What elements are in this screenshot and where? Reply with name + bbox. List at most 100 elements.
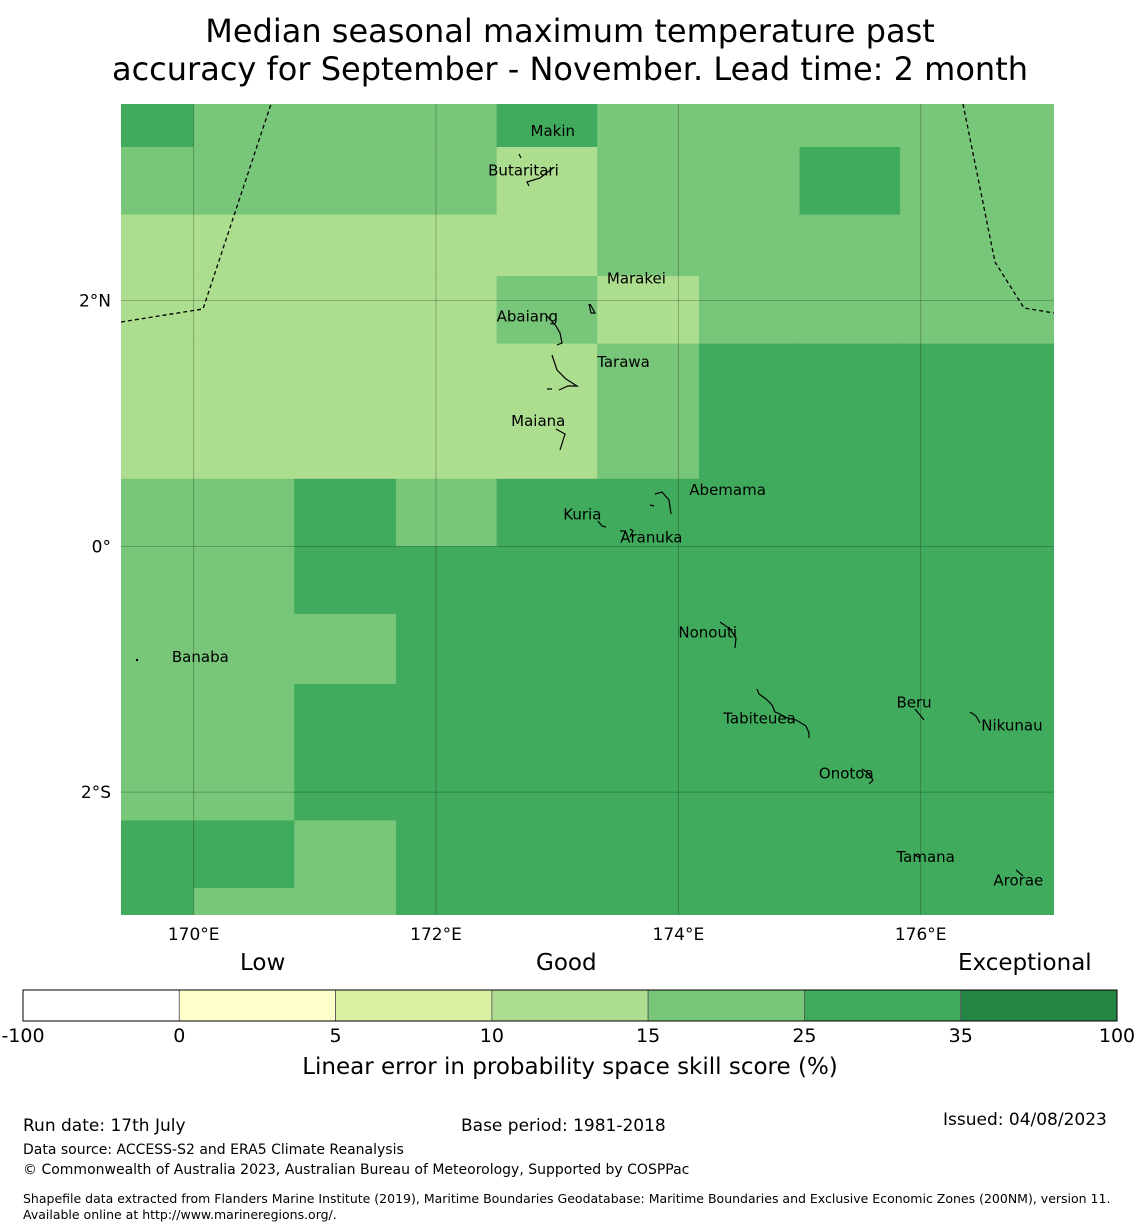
skill-cell bbox=[597, 613, 700, 685]
colorbar-tick-label: 5 bbox=[329, 1025, 342, 1047]
colorbar-tick-label: 35 bbox=[948, 1025, 973, 1047]
issued-date: Issued: 04/08/2023 bbox=[943, 1110, 1107, 1130]
skill-cell bbox=[920, 887, 1054, 915]
skill-cell bbox=[698, 820, 801, 889]
skill-cell bbox=[294, 214, 397, 277]
skill-cell bbox=[294, 104, 397, 148]
skill-cell bbox=[193, 147, 295, 216]
island-outline bbox=[546, 315, 563, 346]
island-outline bbox=[719, 621, 737, 649]
island-outline bbox=[756, 688, 810, 738]
skill-score-map: Makin Butaritari Marakei Abaiang Tarawa Maian… bbox=[79, 104, 1054, 945]
skill-cell bbox=[597, 820, 700, 889]
island-outline bbox=[914, 854, 921, 859]
colorbar-tick-label: 100 bbox=[1098, 1025, 1136, 1047]
skill-cell bbox=[193, 613, 295, 685]
skill-cell bbox=[396, 104, 498, 148]
skill-cell bbox=[900, 276, 922, 345]
skill-cell bbox=[698, 613, 801, 685]
place-label: Onotoa bbox=[819, 765, 874, 783]
skill-cell bbox=[900, 147, 922, 216]
skill-cell bbox=[799, 214, 901, 277]
map-title-line-2: accuracy for September - November. Lead … bbox=[111, 50, 1029, 88]
place-label: Kuria bbox=[563, 505, 601, 523]
place-label: Maiana bbox=[511, 412, 565, 430]
skill-cell bbox=[193, 104, 295, 148]
colorbar bbox=[22, 989, 1118, 1022]
skill-cell bbox=[193, 887, 295, 915]
skill-cell bbox=[121, 214, 195, 277]
skill-cell bbox=[496, 887, 598, 915]
skill-cell bbox=[121, 276, 195, 345]
skill-cell bbox=[698, 214, 801, 277]
colorbar-frame bbox=[22, 989, 1118, 1022]
place-label: Butaritari bbox=[488, 161, 559, 179]
place-label: Marakei bbox=[607, 269, 666, 287]
skill-cell bbox=[193, 343, 295, 480]
colorbar-bin bbox=[335, 989, 493, 1022]
skill-cell bbox=[396, 478, 498, 547]
island-outline bbox=[135, 658, 139, 662]
skill-cell bbox=[496, 683, 598, 821]
skill-cell bbox=[597, 147, 700, 216]
skill-cell bbox=[121, 613, 195, 685]
skill-cell bbox=[900, 343, 922, 480]
skill-cell bbox=[496, 820, 598, 889]
colorbar-bin bbox=[804, 989, 962, 1022]
skill-cell bbox=[396, 683, 498, 821]
skill-cell bbox=[597, 214, 700, 277]
latitude-tick-label: 2°N bbox=[79, 292, 111, 312]
island-outline bbox=[551, 354, 580, 391]
skill-cell bbox=[900, 478, 922, 547]
eez-boundary-east bbox=[962, 104, 1054, 314]
skill-cell bbox=[799, 546, 901, 615]
colorbar-bin bbox=[647, 989, 805, 1022]
skill-cell bbox=[121, 546, 195, 615]
place-label: Tamana bbox=[895, 848, 954, 866]
skill-cell bbox=[396, 820, 498, 889]
skill-cell bbox=[920, 613, 1054, 685]
island-outline bbox=[588, 303, 597, 314]
skill-cell bbox=[496, 343, 598, 480]
skill-cell bbox=[121, 104, 195, 148]
place-label: Tabiteuea bbox=[722, 709, 796, 727]
place-label: Beru bbox=[896, 693, 931, 711]
skill-cell bbox=[698, 276, 801, 345]
skill-cell bbox=[799, 276, 901, 345]
longitude-tick-label: 170°E bbox=[168, 925, 220, 945]
skill-cell bbox=[900, 613, 922, 685]
skill-cell bbox=[597, 478, 700, 547]
skill-cell bbox=[121, 683, 195, 821]
skill-cell bbox=[900, 214, 922, 277]
skill-cell bbox=[396, 613, 498, 685]
skill-cell bbox=[920, 147, 1054, 216]
island-outline bbox=[969, 711, 981, 724]
skill-cell bbox=[799, 478, 901, 547]
longitude-tick-label: 172°E bbox=[410, 925, 462, 945]
skill-cell bbox=[698, 343, 801, 480]
place-label: Makin bbox=[531, 122, 576, 140]
skill-cell bbox=[496, 104, 598, 148]
place-label: Nikunau bbox=[981, 717, 1042, 735]
skill-cell bbox=[396, 276, 498, 345]
skill-cell bbox=[294, 887, 397, 915]
skill-cell bbox=[294, 343, 397, 480]
colorbar-label: Linear error in probability space skill … bbox=[302, 1054, 838, 1080]
copyright-notice: © Commonwealth of Australia 2023, Austra… bbox=[23, 1162, 690, 1178]
place-label: Arorae bbox=[993, 872, 1043, 890]
skill-cell bbox=[597, 546, 700, 615]
skill-cell bbox=[698, 887, 801, 915]
graticule-lines bbox=[121, 104, 1054, 915]
skill-cell bbox=[193, 683, 295, 821]
island-outline bbox=[1015, 869, 1024, 877]
colorbar-tick-label: 15 bbox=[636, 1025, 661, 1047]
skill-cell bbox=[920, 343, 1054, 480]
colorbar-tick-label: 0 bbox=[173, 1025, 186, 1047]
colorbar-bin bbox=[960, 989, 1118, 1022]
skill-cell bbox=[294, 683, 397, 821]
skill-cell bbox=[920, 683, 1054, 821]
skill-cell bbox=[496, 546, 598, 615]
skill-cell bbox=[396, 147, 498, 216]
skill-cell bbox=[193, 546, 295, 615]
skill-cell bbox=[597, 343, 700, 480]
